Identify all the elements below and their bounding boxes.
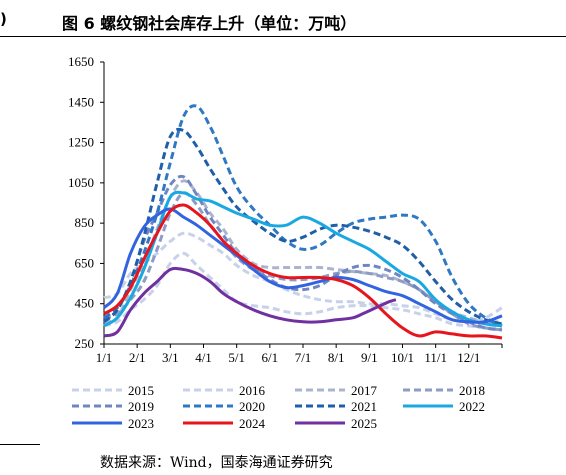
source-note: 数据来源：Wind，国泰海通证券研究 xyxy=(100,455,333,471)
x-tick-label: 12/1 xyxy=(457,350,480,365)
y-tick-label: 250 xyxy=(75,336,95,351)
series-line-2020 xyxy=(103,104,503,328)
x-tick-label: 4/1 xyxy=(195,350,212,365)
legend-label-2023: 2023 xyxy=(128,416,154,431)
x-tick-label: 5/1 xyxy=(228,350,245,365)
series-line-2021 xyxy=(102,127,503,326)
chart-lines xyxy=(102,104,503,340)
series-line-2018 xyxy=(103,191,503,332)
chart-legend: 2015 2016 2017 2018 2019 2020 2021 2022 2023 2024… xyxy=(72,383,485,431)
series-line-2017 xyxy=(103,179,503,324)
x-tick-label: 3/1 xyxy=(162,350,179,365)
y-tick-label: 1650 xyxy=(68,54,94,69)
x-tick-label: 2/1 xyxy=(129,350,146,365)
series-line-2015 xyxy=(103,231,503,324)
legend-label-2018: 2018 xyxy=(459,383,485,398)
left-title-fragment: ) xyxy=(0,10,7,28)
legend-label-2021: 2021 xyxy=(351,399,377,414)
legend-label-2019: 2019 xyxy=(128,399,154,414)
chart-axes: 250 450 650 850 1050 1250 1450 1650 1/1 2/1 3/1 4/1… xyxy=(68,54,503,365)
top-rule xyxy=(0,36,566,37)
x-tick-label: 11/1 xyxy=(424,350,447,365)
x-tick-label: 6/1 xyxy=(262,350,279,365)
legend-label-2016: 2016 xyxy=(239,383,266,398)
chart-title: 图 6 螺纹钢社会库存上升（单位：万吨） xyxy=(62,14,357,33)
legend-label-2024: 2024 xyxy=(239,416,266,431)
legend-label-2025: 2025 xyxy=(351,416,377,431)
x-tick-label: 9/1 xyxy=(361,350,378,365)
y-tick-label: 1050 xyxy=(68,175,94,190)
x-tick-label: 7/1 xyxy=(295,350,312,365)
y-tick-label: 650 xyxy=(75,255,95,270)
y-tick-label: 850 xyxy=(75,215,95,230)
series-line-2022 xyxy=(103,190,503,328)
series-line-2016 xyxy=(103,251,503,330)
bottom-rule xyxy=(0,444,40,445)
series-line-2025 xyxy=(103,266,397,338)
series-line-2024 xyxy=(103,203,503,340)
x-tick-label: 8/1 xyxy=(328,350,345,365)
x-tick-label: 10/1 xyxy=(391,350,414,365)
legend-label-2017: 2017 xyxy=(351,383,378,398)
series-line-2023 xyxy=(102,207,503,324)
legend-label-2022: 2022 xyxy=(459,399,485,414)
y-tick-label: 450 xyxy=(75,296,95,311)
y-tick-label: 1450 xyxy=(68,94,94,109)
legend-label-2020: 2020 xyxy=(239,399,265,414)
legend-label-2015: 2015 xyxy=(128,383,154,398)
x-tick-label: 1/1 xyxy=(96,350,113,365)
y-tick-label: 1250 xyxy=(68,135,94,150)
